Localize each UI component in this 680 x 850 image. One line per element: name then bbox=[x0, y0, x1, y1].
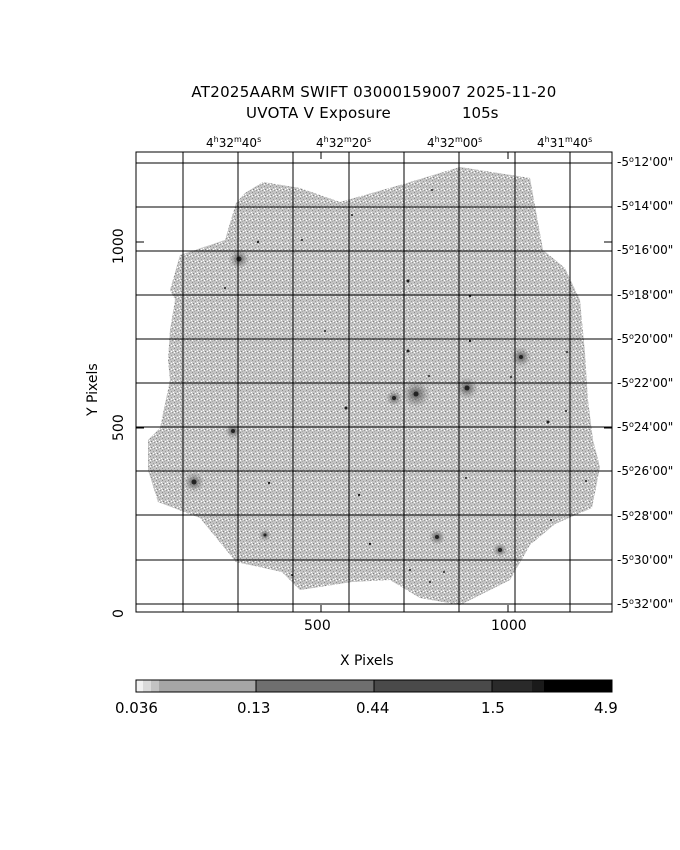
colorbar-tick-label: 0.44 bbox=[356, 699, 390, 717]
coordinate-grid bbox=[136, 152, 612, 612]
exposure-time: 105s bbox=[462, 104, 499, 122]
point-sources bbox=[191, 189, 587, 583]
colorbar-tick-label: 0.036 bbox=[115, 699, 158, 717]
exposure-footprint bbox=[148, 167, 600, 605]
colorbar bbox=[135, 679, 613, 693]
ra-label: 4h31m40s bbox=[537, 135, 593, 150]
dec-label: -5o12'00" bbox=[617, 155, 674, 169]
image-title: AT2025AARM SWIFT 03000159007 2025-11-20 bbox=[191, 83, 557, 101]
image-subtitle: UVOTA V Exposure bbox=[246, 104, 392, 122]
dec-label: -5o22'00" bbox=[617, 376, 674, 390]
dec-label: -5o18'00" bbox=[617, 288, 674, 302]
dec-label: -5o32'00" bbox=[617, 597, 674, 611]
ra-label: 4h32m00s bbox=[427, 135, 483, 150]
dec-label: -5o30'00" bbox=[617, 553, 674, 567]
pixel-ticks bbox=[136, 152, 612, 613]
ra-label: 4h32m20s bbox=[316, 135, 372, 150]
dec-label: -5o24'00" bbox=[617, 420, 674, 434]
dec-label: -5o26'00" bbox=[617, 464, 674, 478]
dec-label: -5o28'00" bbox=[617, 509, 674, 523]
colorbar-tick-label: 1.5 bbox=[481, 699, 505, 717]
x-tick-label: 1000 bbox=[491, 618, 527, 634]
plot-frame bbox=[135, 151, 613, 613]
dec-label: -5o14'00" bbox=[617, 199, 674, 213]
dec-label: -5o20'00" bbox=[617, 332, 674, 346]
colorbar-tick-label: 4.9 bbox=[594, 699, 618, 717]
x-axis-label: X Pixels bbox=[340, 653, 394, 669]
ra-label: 4h32m40s bbox=[206, 135, 262, 150]
dec-label: -5o16'00" bbox=[617, 243, 674, 257]
x-tick-label: 500 bbox=[304, 618, 331, 634]
colorbar-tick-label: 0.13 bbox=[237, 699, 271, 717]
